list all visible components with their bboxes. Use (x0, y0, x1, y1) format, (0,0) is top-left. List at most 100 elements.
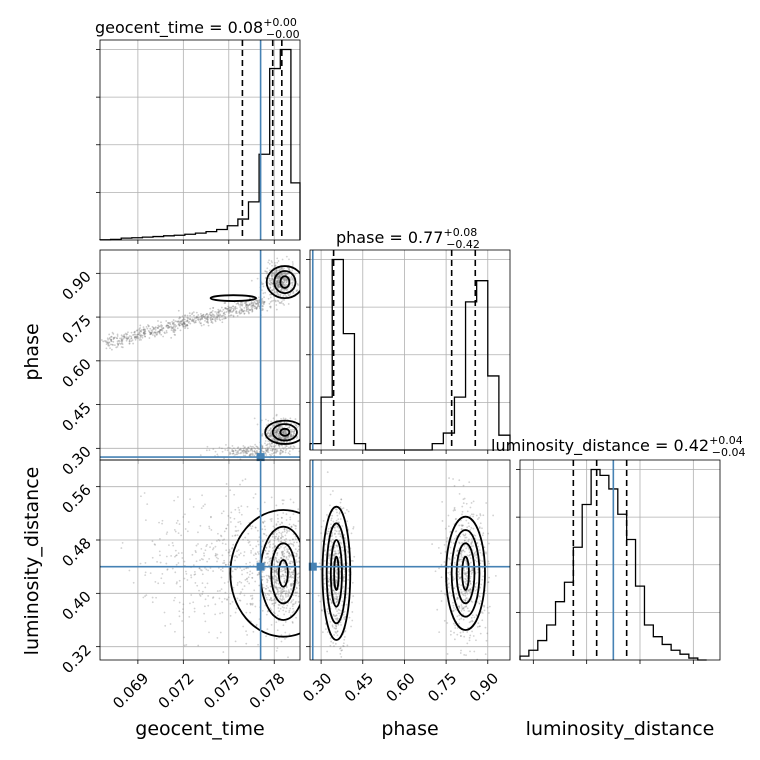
scatter-point (288, 609, 291, 612)
scatter-point (272, 584, 275, 587)
scatter-point (227, 446, 229, 449)
scatter-point (479, 522, 482, 525)
scatter-point (331, 564, 334, 567)
scatter-point (153, 327, 155, 329)
scatter-point (463, 609, 466, 612)
scatter-point (203, 315, 205, 318)
scatter-point (287, 595, 289, 598)
scatter-point (282, 624, 285, 627)
scatter-point (183, 323, 186, 326)
scatter-point (288, 611, 291, 614)
scatter-point (186, 319, 189, 322)
scatter-point (286, 279, 289, 282)
scatter-point (284, 592, 287, 595)
scatter-point (165, 331, 168, 334)
scatter-point (336, 596, 339, 599)
scatter-point (140, 338, 142, 341)
scatter-point (274, 264, 277, 267)
scatter-point (275, 433, 278, 436)
scatter-point (269, 434, 271, 437)
scatter-point (275, 524, 278, 526)
scatter-point (278, 435, 281, 437)
scatter-point (338, 561, 341, 563)
scatter-point (280, 441, 283, 443)
scatter-point (336, 544, 338, 547)
scatter-point (470, 589, 473, 592)
scatter-point (275, 637, 278, 640)
scatter-point (105, 347, 108, 350)
scatter-point (289, 434, 291, 437)
scatter-point (181, 319, 184, 321)
scatter-point (285, 281, 288, 283)
scatter-point (221, 321, 224, 324)
scatter-point (177, 309, 180, 312)
scatter-point (266, 562, 269, 564)
scatter-point (168, 325, 171, 328)
scatter-point (344, 630, 347, 632)
scatter-point (454, 624, 457, 627)
scatter-point (285, 519, 288, 521)
scatter-point (126, 337, 129, 340)
scatter-point (110, 335, 113, 338)
scatter-point (144, 595, 146, 598)
scatter-point (147, 325, 150, 328)
scatter-point (327, 579, 330, 582)
scatter-point (292, 533, 295, 535)
scatter-point (295, 525, 297, 527)
scatter-point (195, 311, 198, 314)
scatter-point (276, 261, 279, 264)
scatter-point (230, 307, 233, 309)
scatter-point (214, 310, 217, 313)
scatter-point (463, 635, 466, 638)
scatter-point (281, 531, 284, 534)
scatter-point (268, 577, 271, 580)
scatter-point (277, 428, 280, 431)
scatter-point (458, 541, 460, 544)
scatter-point (284, 417, 287, 420)
scatter-point (285, 571, 287, 574)
scatter-point (236, 451, 239, 454)
scatter-point (253, 447, 256, 449)
scatter-point (297, 425, 300, 428)
scatter-point (280, 273, 282, 276)
scatter-point (462, 594, 465, 597)
scatter-point (281, 522, 284, 525)
scatter-point (289, 435, 292, 438)
scatter-point (182, 611, 184, 614)
scatter-point (116, 335, 119, 337)
scatter-point (276, 538, 279, 541)
scatter-point (205, 318, 208, 321)
scatter-point (441, 520, 444, 522)
scatter-point (263, 533, 266, 536)
scatter-point (218, 310, 220, 313)
scatter-point (256, 529, 259, 532)
scatter-point (176, 320, 179, 323)
scatter-point (460, 519, 462, 522)
scatter-point (221, 570, 224, 573)
scatter-point (344, 512, 347, 515)
scatter-point (287, 656, 289, 659)
scatter-point (262, 303, 265, 306)
scatter-point (121, 541, 124, 544)
scatter-point (184, 528, 187, 530)
scatter-point (127, 337, 130, 340)
scatter-point (283, 569, 286, 571)
scatter-point (280, 570, 283, 573)
scatter-point (465, 536, 468, 539)
scatter-point (459, 552, 462, 555)
scatter-point (192, 319, 194, 322)
scatter-point (265, 444, 268, 447)
scatter-point (186, 320, 188, 323)
scatter-point (168, 326, 170, 329)
scatter-point (175, 522, 178, 524)
scatter-point (246, 452, 248, 455)
scatter-point (461, 593, 464, 596)
x-tick-label: 0.069 (109, 669, 152, 712)
scatter-point (134, 330, 136, 333)
scatter-point (461, 528, 463, 530)
scatter-point (248, 454, 251, 456)
scatter-point (289, 562, 291, 565)
scatter-point (267, 586, 269, 589)
scatter-point (247, 576, 250, 579)
scatter-point (239, 452, 242, 455)
